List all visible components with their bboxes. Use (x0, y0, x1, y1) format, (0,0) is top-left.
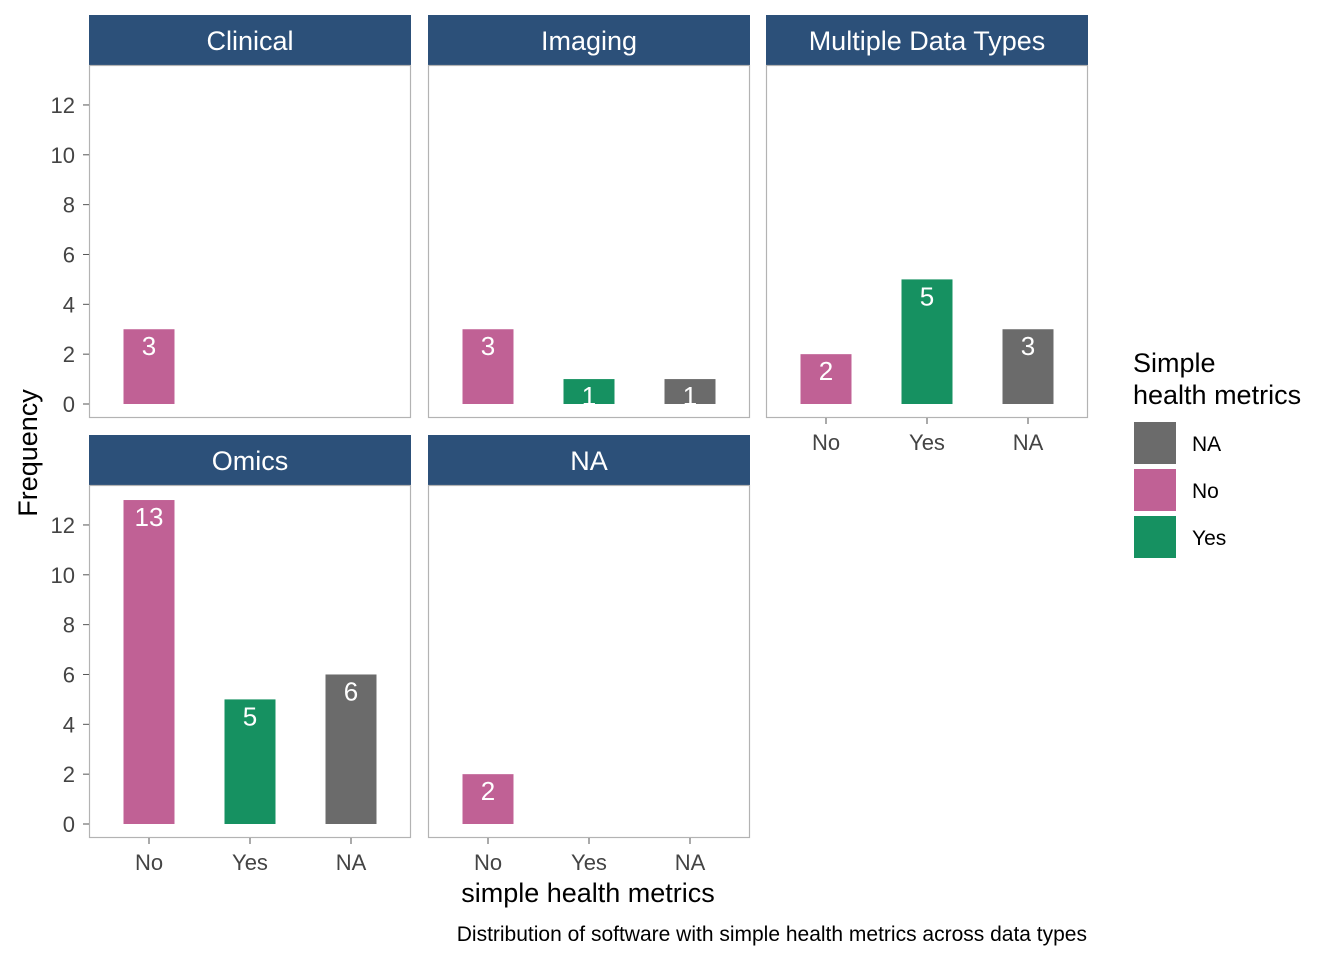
x-tick-label: No (812, 430, 840, 455)
y-tick-label: 0 (63, 392, 75, 417)
y-tick-label: 6 (63, 662, 75, 687)
y-tick-label: 2 (63, 342, 75, 367)
bar-yes (563, 379, 615, 404)
y-axis: 0 2 4 6 8 10 12 (51, 93, 89, 417)
legend-label: No (1192, 480, 1219, 503)
facet-strip (766, 15, 1088, 65)
legend-swatch-na (1134, 422, 1176, 464)
facet-strip (89, 435, 411, 485)
facet-strip-title: Imaging (541, 26, 637, 56)
bar-yes (901, 279, 953, 404)
facet-strip-title: Multiple Data Types (809, 26, 1046, 56)
bar-value-label: 3 (142, 331, 156, 361)
legend-title: health metrics (1133, 380, 1301, 410)
y-tick-label: 10 (51, 143, 75, 168)
y-tick-label: 12 (51, 513, 75, 538)
facet-panel-omics: Omics 0 2 4 6 8 10 12 13 No 5 Yes 6 NA (51, 435, 412, 875)
bar-value-label: 13 (135, 502, 164, 532)
x-axis-title: simple health metrics (461, 878, 715, 908)
legend-swatch-no (1134, 469, 1176, 511)
bar-no (123, 500, 175, 824)
y-tick-label: 4 (63, 712, 75, 737)
bar-no (123, 329, 175, 404)
bar-value-label: 6 (344, 676, 358, 706)
y-tick-label: 10 (51, 563, 75, 588)
legend-swatch-yes (1134, 516, 1176, 558)
bar-no (462, 329, 514, 404)
x-tick-label: No (474, 850, 502, 875)
facet-panel-multiple-data-types: Multiple Data Types 2 No 5 Yes 3 NA (765, 15, 1089, 455)
bar-yes (224, 699, 276, 824)
y-tick-label: 8 (63, 613, 75, 638)
bar-value-label: 2 (481, 776, 495, 806)
bar-na (1002, 329, 1054, 404)
facet-strip (428, 435, 750, 485)
facet-panel-clinical: Clinical 0 2 4 6 8 10 12 3 (51, 15, 412, 419)
y-axis-title: Frequency (13, 389, 43, 517)
y-tick-label: 0 (63, 812, 75, 837)
facet-panel-na: NA 2 No Yes NA (427, 435, 751, 875)
legend-label: NA (1192, 433, 1221, 456)
x-tick-label: NA (1013, 430, 1044, 455)
bar-value-label: 5 (920, 281, 934, 311)
bar-value-label: 3 (1021, 331, 1035, 361)
x-tick-label: Yes (232, 850, 268, 875)
x-tick-label: NA (675, 850, 706, 875)
bar-no (462, 774, 514, 824)
bar-no (800, 354, 852, 404)
x-tick-label: NA (336, 850, 367, 875)
bar-value-label: 1 (582, 381, 596, 411)
legend-title: Simple (1133, 348, 1216, 378)
facet-strip (89, 15, 411, 65)
panel-border (765, 64, 1089, 419)
y-tick-label: 12 (51, 93, 75, 118)
y-axis: 0 2 4 6 8 10 12 (51, 513, 89, 837)
x-tick-label: Yes (571, 850, 607, 875)
x-tick-label: Yes (909, 430, 945, 455)
bar-na (325, 674, 377, 824)
panel-border (88, 64, 412, 419)
facet-strip-title: Omics (212, 446, 289, 476)
facet-strip-title: Clinical (206, 26, 293, 56)
y-tick-label: 2 (63, 762, 75, 787)
bar-na (664, 379, 716, 404)
x-tick-label: No (135, 850, 163, 875)
chart-caption: Distribution of software with simple hea… (457, 923, 1087, 946)
panel-border (427, 484, 751, 839)
bar-value-label: 1 (683, 381, 697, 411)
y-tick-label: 8 (63, 193, 75, 218)
y-tick-label: 6 (63, 242, 75, 267)
bar-value-label: 5 (243, 701, 257, 731)
legend-label: Yes (1192, 527, 1226, 550)
y-tick-label: 4 (63, 292, 75, 317)
bar-value-label: 2 (819, 356, 833, 386)
facet-panel-imaging: Imaging 3 1 1 (427, 15, 751, 419)
panel-border (88, 484, 412, 839)
panel-border (427, 64, 751, 419)
bar-value-label: 3 (481, 331, 495, 361)
facet-strip-title: NA (570, 446, 608, 476)
facet-strip (428, 15, 750, 65)
